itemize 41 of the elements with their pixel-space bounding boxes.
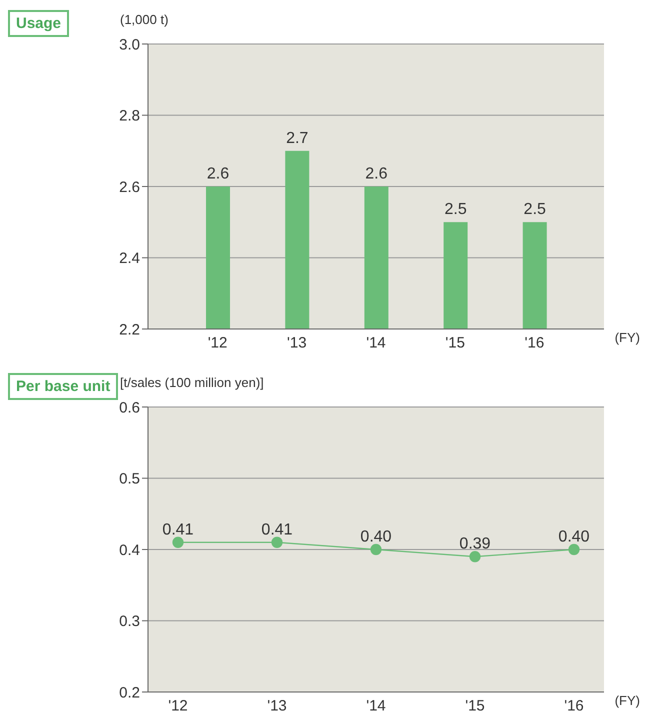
point: [271, 536, 283, 548]
data-label: 0.40: [558, 528, 590, 546]
y-axis-title: (1,000 t): [120, 12, 168, 27]
x-tick-label: '14: [366, 334, 386, 352]
y-axis-title: [t/sales (100 million yen)]: [120, 375, 264, 390]
y-tick-label: 0.3: [119, 613, 140, 630]
data-label: 0.39: [459, 536, 491, 553]
x-tick-label: '13: [267, 698, 287, 715]
data-label: 2.6: [206, 166, 230, 182]
y-tick-label: 0.4: [119, 542, 140, 559]
x-tick-label: '16: [524, 334, 544, 352]
x-axis-title: (FY): [614, 330, 640, 345]
x-tick-label: '15: [465, 698, 485, 715]
chart-title: Per base unit: [8, 373, 118, 400]
y-tick-label: 0.5: [119, 470, 140, 488]
data-label: 0.40: [360, 528, 392, 546]
x-axis-title: (FY): [614, 693, 640, 708]
x-tick-label: '16: [564, 698, 584, 715]
point: [370, 544, 382, 556]
y-tick-label: 2.2: [119, 321, 140, 338]
data-label: 2.7: [286, 130, 308, 147]
y-tick-label: 3.0: [119, 36, 140, 54]
data-label: 2.5: [444, 201, 467, 218]
x-tick-label: '12: [208, 334, 228, 352]
data-label: 0.41: [261, 521, 293, 538]
point: [469, 551, 481, 562]
point: [568, 544, 580, 556]
y-tick-label: 2.6: [119, 178, 140, 196]
y-tick-label: 2.4: [119, 250, 140, 268]
x-tick-label: '15: [445, 334, 465, 352]
x-tick-label: '12: [168, 698, 188, 715]
x-tick-label: '14: [366, 698, 386, 715]
x-tick-label: '13: [287, 334, 307, 352]
data-label: 0.41: [162, 521, 194, 538]
y-tick-label: 2.8: [119, 108, 140, 125]
y-tick-label: 0.6: [119, 399, 140, 416]
point: [172, 536, 184, 548]
data-label: 2.5: [524, 201, 546, 218]
y-tick-label: 0.2: [119, 684, 140, 702]
data-label: 2.6: [365, 166, 388, 182]
chart-title: Usage: [8, 10, 70, 37]
